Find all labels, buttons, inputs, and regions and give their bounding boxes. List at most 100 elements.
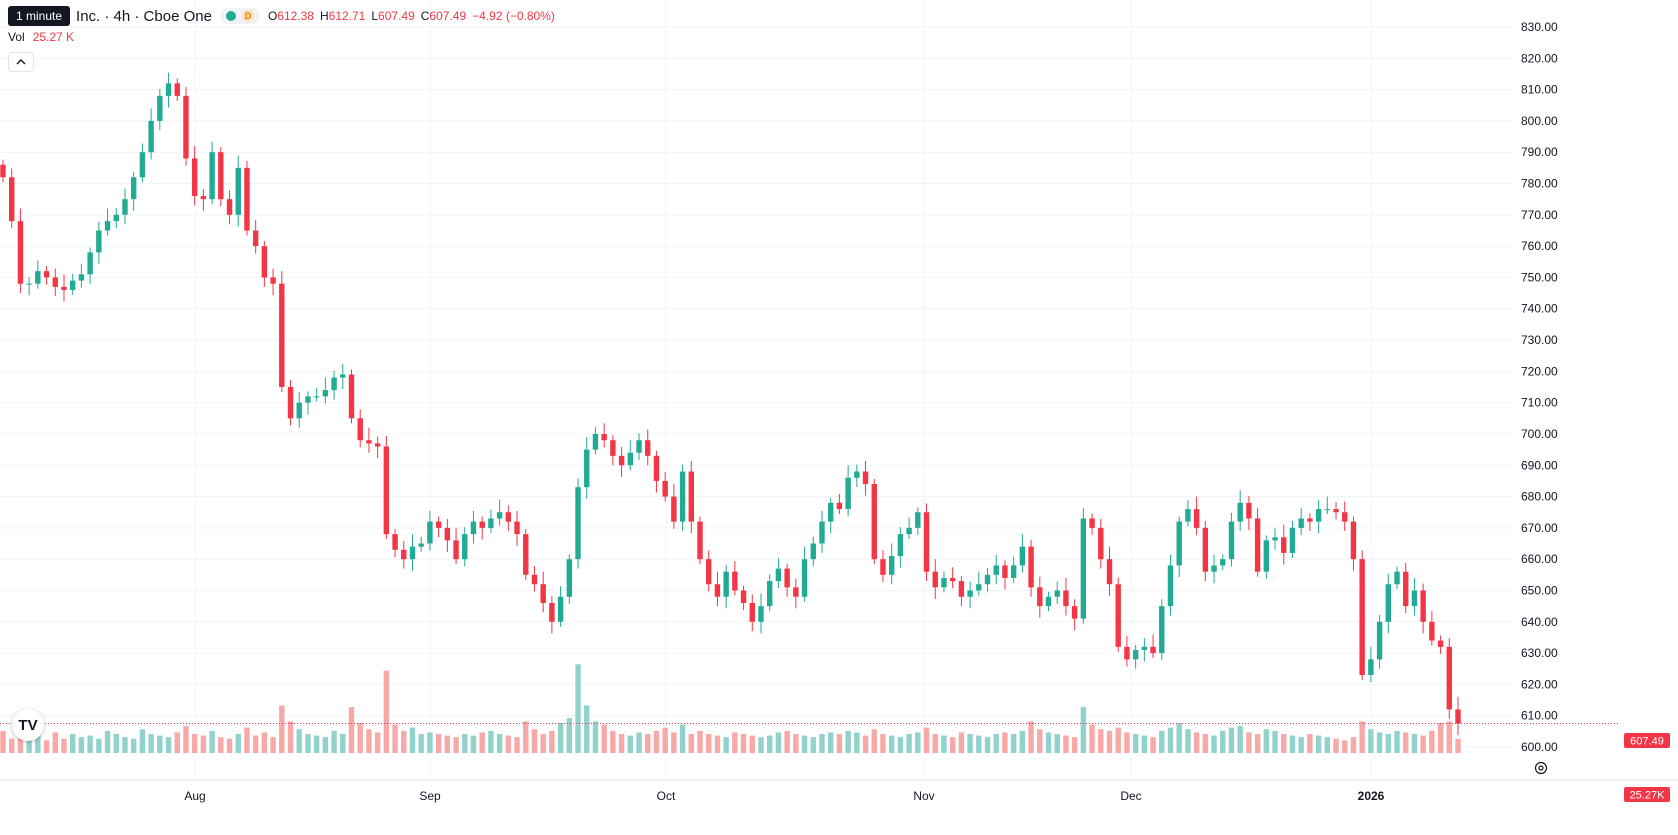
candle-body[interactable] [1037,587,1043,607]
candle-body[interactable] [392,534,398,550]
candle-body[interactable] [645,440,651,456]
candle-body[interactable] [671,496,677,522]
candle-body[interactable] [1237,502,1243,522]
candle-body[interactable] [1202,527,1209,572]
candle-body[interactable] [1437,640,1444,647]
candle-body[interactable] [287,387,294,419]
candle-body[interactable] [104,221,111,231]
candle-body[interactable] [9,177,15,222]
candle-body[interactable] [1132,649,1139,660]
candle-body[interactable] [505,512,512,522]
candle-body[interactable] [1350,521,1357,560]
candle-body[interactable] [1342,512,1348,522]
candle-body[interactable] [348,374,355,419]
candle-body[interactable] [1159,606,1165,654]
candle-body[interactable] [862,471,869,485]
market-status[interactable]: D [219,8,260,24]
candle-body[interactable] [296,402,302,419]
candle-body[interactable] [401,549,407,560]
candle-body[interactable] [200,196,207,200]
candle-body[interactable] [540,584,546,603]
candle-body[interactable] [1315,509,1322,522]
candle-body[interactable] [1324,509,1331,511]
candle-body[interactable] [584,449,590,488]
candle-body[interactable] [383,446,390,535]
candle-body[interactable] [697,521,703,560]
candle-body[interactable] [906,527,912,535]
tradingview-logo-icon[interactable]: TV [12,709,44,741]
candle-body[interactable] [1098,527,1104,560]
candle-body[interactable] [244,167,250,231]
candle-body[interactable] [252,230,259,247]
candle-body[interactable] [191,158,198,197]
candle-body[interactable] [453,540,459,560]
candle-body[interactable] [836,502,843,510]
candle-body[interactable] [1176,521,1182,566]
candle-body[interactable] [627,452,634,466]
candle-body[interactable] [714,584,721,597]
candle-body[interactable] [732,571,738,591]
candle-body[interactable] [1089,518,1095,528]
candle-body[interactable] [984,574,991,585]
candle-body[interactable] [1429,621,1435,641]
candle-body[interactable] [435,521,442,528]
candle-body[interactable] [662,480,668,497]
candle-body[interactable] [1420,590,1426,622]
candle-body[interactable] [575,487,581,560]
candle-body[interactable] [767,581,773,607]
candle-body[interactable] [514,521,520,535]
candle-body[interactable] [1333,509,1339,513]
candle-body[interactable] [35,271,41,284]
candle-body[interactable] [1254,518,1261,572]
candle-body[interactable] [793,587,799,597]
candle-body[interactable] [270,277,276,284]
candle-body[interactable] [1403,571,1409,607]
candle-body[interactable] [1298,518,1304,528]
candle-body[interactable] [366,440,372,444]
candle-body[interactable] [949,577,956,582]
candle-body[interactable] [1446,646,1452,710]
candle-body[interactable] [618,455,625,466]
candle-body[interactable] [61,286,67,290]
candle-body[interactable] [26,283,32,285]
candle-body[interactable] [854,471,860,478]
candle-body[interactable] [1411,590,1418,607]
candle-body[interactable] [1150,646,1156,654]
candle-body[interactable] [1263,540,1270,572]
collapse-legend-button[interactable] [8,52,34,72]
candle-body[interactable] [357,418,363,441]
candle-body[interactable] [976,584,982,591]
candle-body[interactable] [1185,509,1191,522]
candle-body[interactable] [758,606,764,622]
candle-body[interactable] [122,199,128,215]
candle-body[interactable] [331,377,337,391]
candle-body[interactable] [636,440,642,453]
settings-gear-icon[interactable] [1533,760,1549,776]
candle-body[interactable] [1010,565,1017,578]
candle-body[interactable] [915,512,921,528]
candle-body[interactable] [1193,509,1200,528]
candle-body[interactable] [610,440,616,456]
candle-body[interactable] [1307,518,1313,522]
candle-body[interactable] [1272,537,1278,541]
candle-body[interactable] [174,83,180,96]
candle-body[interactable] [235,167,241,215]
candle-body[interactable] [1368,659,1374,675]
candle-body[interactable] [462,534,468,560]
candle-body[interactable] [479,521,485,528]
candle-body[interactable] [549,603,555,622]
candle-body[interactable] [1394,571,1400,585]
candle-body[interactable] [523,534,529,575]
candle-body[interactable] [322,390,329,397]
candle-body[interactable] [801,559,808,597]
candle-body[interactable] [1385,584,1392,622]
candle-body[interactable] [313,396,320,398]
candle-body[interactable] [1211,565,1217,572]
candle-body[interactable] [845,477,851,510]
candle-body[interactable] [1063,590,1069,607]
candle-body[interactable] [1228,521,1235,560]
candle-body[interactable] [897,534,904,557]
candle-body[interactable] [601,433,607,441]
candle-body[interactable] [1289,527,1296,553]
